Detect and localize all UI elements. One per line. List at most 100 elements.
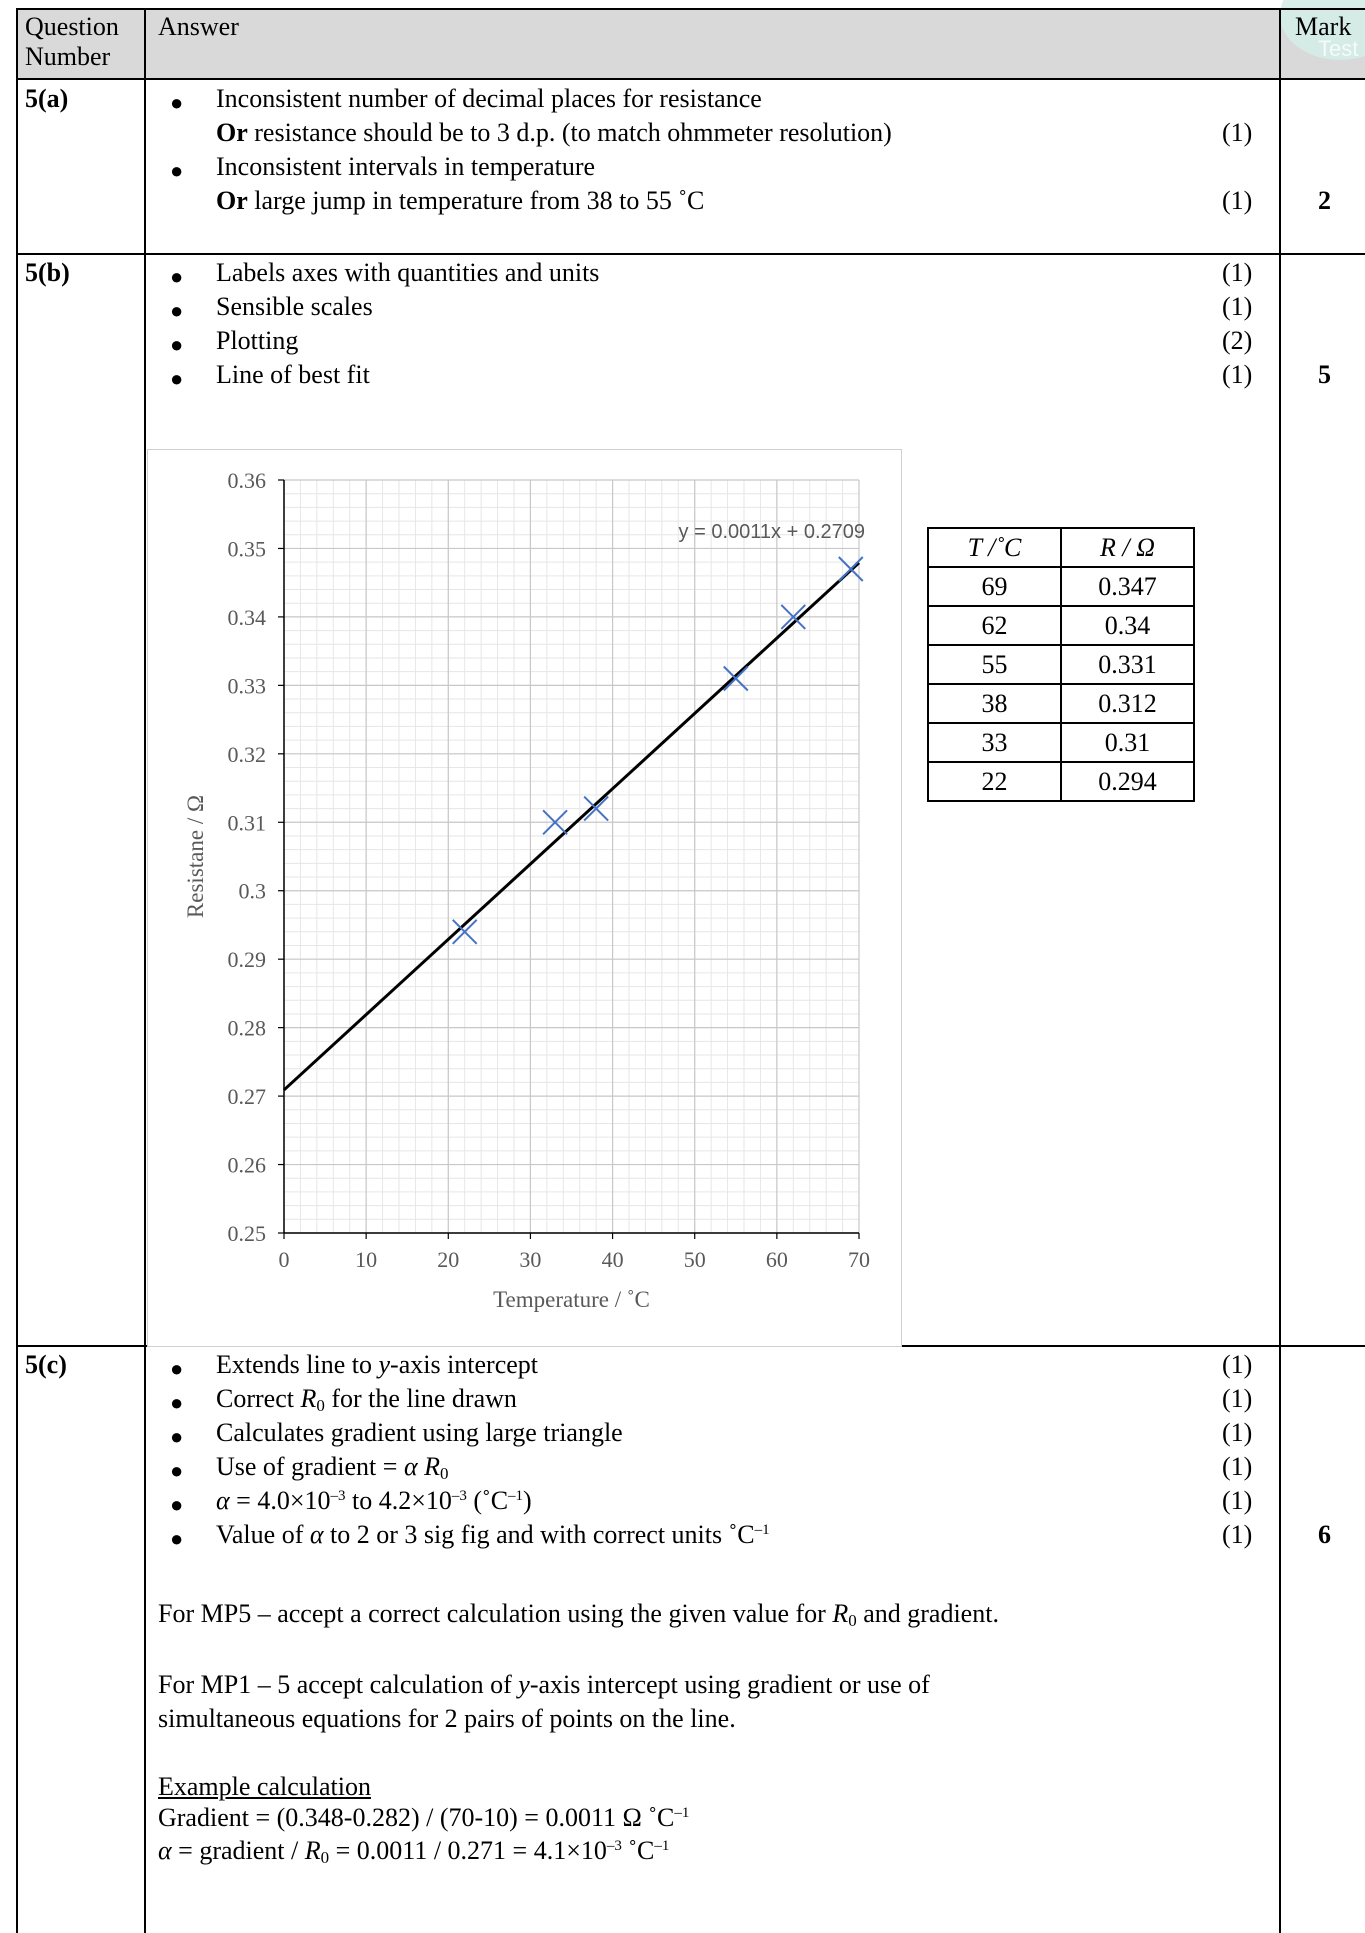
column-header-temperature: T /˚C	[927, 527, 1062, 568]
bullet-icon: ●	[170, 264, 184, 289]
answer-text: Inconsistent intervals in temperature	[216, 152, 596, 181]
x-tick-label: 60	[766, 1247, 788, 1272]
mark-value: (1)	[1222, 1384, 1253, 1413]
data-point	[723, 665, 749, 692]
guidance-mp5: For MP5 – accept a correct calculation u…	[158, 1599, 999, 1630]
bullet-icon: ●	[170, 1492, 184, 1517]
table-cell: 0.347	[1060, 566, 1195, 607]
header-mark: Mark	[1295, 12, 1352, 41]
y-tick-label: 0.26	[228, 1153, 267, 1178]
trendline-equation: y = 0.0011x + 0.2709	[679, 521, 865, 543]
criterion-text: Labels axes with quantities and units	[216, 258, 600, 287]
table-cell: 0.31	[1060, 722, 1195, 763]
answer-text: Or resistance should be to 3 d.p. (to ma…	[216, 118, 892, 147]
mark-value: (1)	[1222, 1350, 1253, 1379]
data-point	[583, 795, 609, 822]
data-point	[542, 809, 568, 835]
y-tick-label: 0.34	[228, 605, 267, 630]
x-tick-label: 10	[355, 1247, 377, 1272]
y-tick-label: 0.25	[228, 1221, 267, 1246]
mark-value: (1)	[1222, 1452, 1253, 1481]
x-tick-label: 50	[684, 1247, 706, 1272]
mark-value: (1)	[1222, 186, 1253, 215]
criterion-text: Value of α to 2 or 3 sig fig and with co…	[216, 1520, 770, 1549]
table-row: 33 0.31	[927, 722, 1195, 763]
table-cell: 69	[927, 566, 1062, 607]
x-tick-label: 20	[437, 1247, 459, 1272]
criterion-text: Correct R0 for the line drawn	[216, 1384, 517, 1415]
column-divider	[1279, 8, 1281, 1933]
y-tick-label: 0.32	[228, 742, 267, 767]
x-tick-label: 30	[519, 1247, 541, 1272]
y-tick-label: 0.3	[239, 879, 267, 904]
bullet-icon: ●	[170, 90, 184, 115]
bullet-icon: ●	[170, 332, 184, 357]
x-marker	[780, 604, 806, 630]
trendline	[282, 561, 861, 1092]
bullet-icon: ●	[170, 1526, 184, 1551]
guidance-mp1-cont: simultaneous equations for 2 pairs of po…	[158, 1704, 736, 1733]
criterion-text: Line of best fit	[216, 360, 370, 389]
row-divider	[16, 78, 1365, 80]
column-header-resistance: R / Ω	[1060, 527, 1195, 568]
bullet-icon: ●	[170, 366, 184, 391]
y-tick-label: 0.29	[228, 947, 267, 972]
answer-text: Or large jump in temperature from 38 to …	[216, 186, 705, 215]
bullet-icon: ●	[170, 1390, 184, 1415]
question-number-5c: 5(c)	[25, 1350, 67, 1379]
table-cell: 38	[927, 683, 1062, 724]
total-mark-5b: 5	[1318, 360, 1331, 389]
column-divider	[144, 8, 146, 1933]
y-tick-label: 0.36	[228, 468, 267, 493]
header-answer: Answer	[158, 12, 239, 41]
bullet-icon: ●	[170, 158, 184, 183]
total-mark-5c: 6	[1318, 1520, 1331, 1549]
example-gradient: Gradient = (0.348-0.282) / (70-10) = 0.0…	[158, 1803, 690, 1832]
criterion-text: α = 4.0×10–3 to 4.2×10–3 (˚C–1)	[216, 1486, 532, 1515]
criterion-text: Use of gradient = α R0	[216, 1452, 449, 1483]
criterion-text: Plotting	[216, 326, 299, 355]
table-border	[16, 8, 18, 1933]
data-table: T /˚C R / Ω 69 0.347 62 0.34 55 0.331 38 0.3…	[927, 527, 1195, 802]
table-row: 22 0.294	[927, 761, 1195, 802]
row-divider	[16, 253, 1365, 255]
mark-value: (1)	[1222, 258, 1253, 287]
mark-value: (1)	[1222, 292, 1253, 321]
bullet-icon: ●	[170, 1458, 184, 1483]
total-mark-5a: 2	[1318, 186, 1331, 215]
table-row: 69 0.347	[927, 566, 1195, 607]
x-tick-label: 0	[279, 1247, 290, 1272]
y-tick-label: 0.33	[228, 673, 267, 698]
criterion-text: Sensible scales	[216, 292, 373, 321]
y-tick-label: 0.31	[228, 810, 267, 835]
mark-value: (1)	[1222, 1418, 1253, 1447]
mark-value: (1)	[1222, 1486, 1253, 1515]
example-alpha: α = gradient / R0 = 0.0011 / 0.271 = 4.1…	[158, 1836, 670, 1867]
y-tick-label: 0.35	[228, 536, 267, 561]
table-row: 38 0.312	[927, 683, 1195, 724]
question-number-5b: 5(b)	[25, 258, 70, 287]
table-cell: 55	[927, 644, 1062, 685]
mark-value: (1)	[1222, 1520, 1253, 1549]
table-cell: 33	[927, 722, 1062, 763]
x-axis-title: Temperature / ˚C	[493, 1287, 650, 1312]
table-row: 62 0.34	[927, 605, 1195, 646]
data-point	[838, 556, 864, 582]
chart-container: 0 10 20 30 40 50 60 70 0.25 0.26 0.27 0.28 0.29 0.3 0.…	[147, 449, 902, 1347]
mark-value: (1)	[1222, 360, 1253, 389]
x-tick-label: 70	[848, 1247, 870, 1272]
x-marker	[838, 556, 864, 582]
y-tick-label: 0.28	[228, 1016, 267, 1041]
table-cell: 62	[927, 605, 1062, 646]
criterion-text: Calculates gradient using large triangle	[216, 1418, 623, 1447]
table-cell: 0.331	[1060, 644, 1195, 685]
table-cell: 0.312	[1060, 683, 1195, 724]
table-row: 55 0.331	[927, 644, 1195, 685]
answer-text: Inconsistent number of decimal places fo…	[216, 84, 762, 113]
bullet-icon: ●	[170, 1424, 184, 1449]
header-question-number: Question Number	[25, 12, 119, 71]
y-axis-title: Resistane / Ω	[183, 795, 208, 918]
example-title: Example calculation	[158, 1772, 371, 1801]
question-number-5a: 5(a)	[25, 84, 69, 113]
table-header	[16, 8, 1365, 78]
